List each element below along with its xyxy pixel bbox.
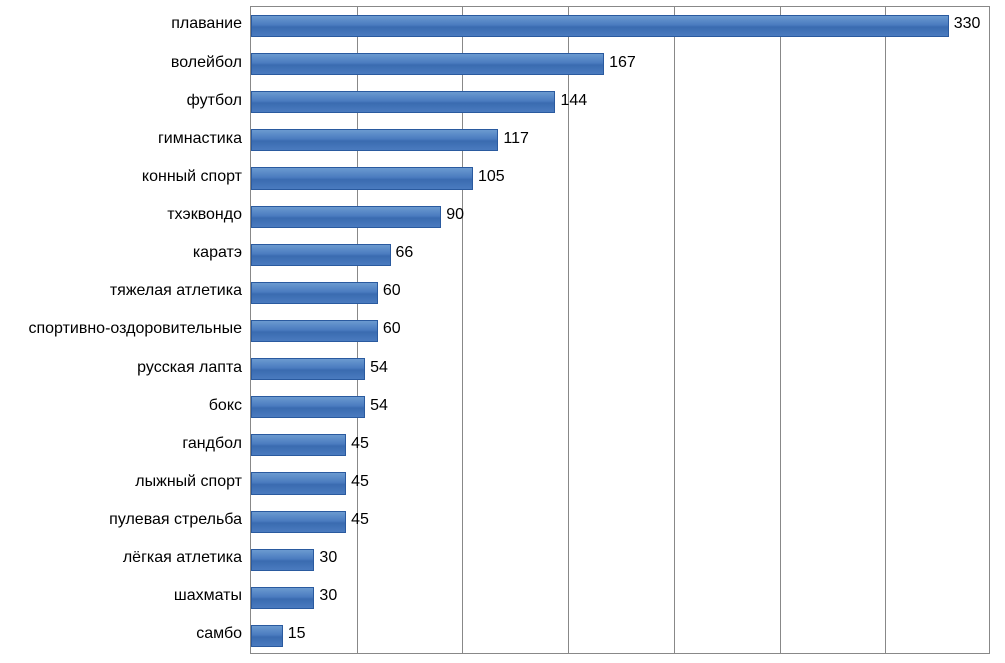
- category-label: каратэ: [193, 244, 242, 262]
- category-label: гандбол: [182, 435, 242, 453]
- gridline: [674, 7, 675, 653]
- value-label: 66: [396, 244, 414, 262]
- bar: [251, 206, 441, 228]
- bar-chart: плавание 330 волейбол 167 футбол 144 гимнастик…: [0, 0, 1005, 663]
- value-label: 30: [319, 549, 337, 567]
- category-label: спортивно-оздоровительные: [28, 320, 242, 338]
- bar: [251, 15, 949, 37]
- category-label: пулевая стрельба: [109, 511, 242, 529]
- value-label: 45: [351, 473, 369, 491]
- value-label: 90: [446, 206, 464, 224]
- bar: [251, 320, 378, 342]
- category-label: самбо: [196, 625, 242, 643]
- category-label: плавание: [171, 15, 242, 33]
- gridline: [780, 7, 781, 653]
- bar: [251, 396, 365, 418]
- category-label: гимнастика: [158, 130, 242, 148]
- value-label: 330: [954, 15, 981, 33]
- bar: [251, 511, 346, 533]
- category-label: русская лапта: [137, 359, 242, 377]
- bar: [251, 587, 314, 609]
- bar: [251, 434, 346, 456]
- bar: [251, 244, 391, 266]
- value-label: 54: [370, 359, 388, 377]
- category-label: лыжный спорт: [135, 473, 242, 491]
- bar: [251, 282, 378, 304]
- value-label: 30: [319, 587, 337, 605]
- bar: [251, 91, 555, 113]
- category-label: шахматы: [174, 587, 242, 605]
- value-label: 167: [609, 54, 636, 72]
- value-label: 15: [288, 625, 306, 643]
- value-label: 54: [370, 397, 388, 415]
- bar: [251, 167, 473, 189]
- value-label: 60: [383, 320, 401, 338]
- gridline: [885, 7, 886, 653]
- bar: [251, 53, 604, 75]
- plot-area: [250, 6, 990, 654]
- value-label: 60: [383, 282, 401, 300]
- category-label: лёгкая атлетика: [123, 549, 242, 567]
- category-label: тяжелая атлетика: [110, 282, 242, 300]
- category-label: волейбол: [171, 54, 242, 72]
- value-label: 45: [351, 511, 369, 529]
- value-label: 144: [560, 92, 587, 110]
- bar: [251, 358, 365, 380]
- bar: [251, 549, 314, 571]
- bar: [251, 129, 498, 151]
- category-label: тхэквондо: [167, 206, 242, 224]
- bar: [251, 472, 346, 494]
- category-label: бокс: [209, 397, 242, 415]
- bar: [251, 625, 283, 647]
- value-label: 45: [351, 435, 369, 453]
- category-label: конный спорт: [142, 168, 242, 186]
- category-label: футбол: [187, 92, 242, 110]
- value-label: 117: [503, 130, 529, 148]
- value-label: 105: [478, 168, 505, 186]
